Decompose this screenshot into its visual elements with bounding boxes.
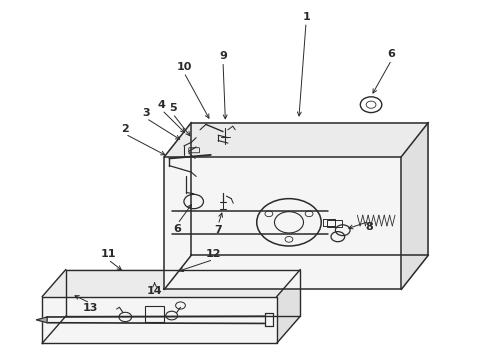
Polygon shape — [277, 270, 300, 343]
Text: 14: 14 — [147, 286, 162, 296]
Text: 1: 1 — [302, 12, 310, 22]
Polygon shape — [42, 297, 277, 343]
Polygon shape — [164, 157, 401, 289]
Text: 13: 13 — [82, 303, 98, 314]
Text: 6: 6 — [388, 49, 395, 59]
Text: 2: 2 — [122, 124, 129, 134]
Text: 8: 8 — [366, 222, 373, 231]
Text: 9: 9 — [219, 51, 227, 61]
Text: 7: 7 — [214, 225, 222, 235]
FancyArrowPatch shape — [222, 128, 223, 129]
Text: 4: 4 — [158, 100, 166, 110]
Polygon shape — [164, 123, 428, 157]
Polygon shape — [42, 270, 300, 297]
Text: 3: 3 — [143, 108, 150, 118]
Text: 10: 10 — [176, 62, 192, 72]
Polygon shape — [401, 123, 428, 289]
Text: 5: 5 — [169, 103, 176, 113]
Polygon shape — [36, 317, 47, 323]
Text: 12: 12 — [205, 249, 221, 259]
Text: 6: 6 — [173, 224, 181, 234]
Text: 11: 11 — [100, 249, 116, 259]
